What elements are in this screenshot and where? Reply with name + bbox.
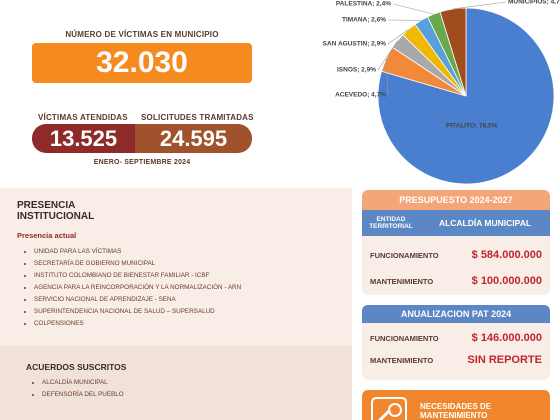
slice-label: TIMANA; 2,6% xyxy=(342,17,386,24)
pat-box: ANUALIZACION PAT 2024 FUNCIONAMIENTO $ 14… xyxy=(362,305,550,380)
row-amount: $ 146.000.000 xyxy=(471,332,542,344)
presence-subtitle: Presencia actual xyxy=(17,231,77,240)
list-item: SERVICIO NACIONAL DE APRENDIZAJE - SENA xyxy=(34,294,241,306)
needs-box: NECESIDADES DE MANTENIMIENTO xyxy=(362,390,550,420)
slice-label: ACEVEDO; 4,7% xyxy=(335,92,386,99)
victims-heading: NÚMERO DE VÍCTIMAS EN MUNICIPIO xyxy=(65,30,219,39)
entity-name: ALCALDÍA MUNICIPAL xyxy=(438,218,532,228)
list-item: AGENCIA PARA LA REINCORPORACIÓN Y LA NOR… xyxy=(34,282,241,294)
budget-title: PRESUPUESTO 2024-2027 xyxy=(362,190,550,210)
slice-label: MUNICIPIOS; 4,7% xyxy=(508,0,560,6)
slice-label: PITALITO; 78,5% xyxy=(446,123,498,130)
leader-line xyxy=(377,40,398,71)
slice-label: PALESTINA; 2,4% xyxy=(336,1,391,8)
needs-title: NECESIDADES DE MANTENIMIENTO xyxy=(420,402,492,420)
requests-label: SOLICITUDES TRAMITADAS xyxy=(141,113,254,122)
list-item: SUPERINTENDENCIA NACIONAL DE SALUD – SUP… xyxy=(34,306,241,318)
period: ENERO- SEPTIEMBRE 2024 xyxy=(93,159,191,166)
leader-line xyxy=(452,1,507,10)
budget-box: PRESUPUESTO 2024-2027 ENTIDAD TERRITORIA… xyxy=(362,190,550,295)
budget-rows: FUNCIONAMIENTO $ 584.000.000 MANTENIMIENTO… xyxy=(362,236,550,295)
budget-row: FUNCIONAMIENTO $ 146.000.000 xyxy=(370,327,542,349)
attended-label: VÍCTIMAS ATENDIDAS xyxy=(38,113,128,122)
presence-title: PRESENCIA INSTITUCIONAL xyxy=(17,200,95,222)
pie-chart: PITALITO; 78,5% ACEVEDO; 4,7% ISNOS; 2,9% S… xyxy=(323,0,560,185)
budget-row: MANTENIMIENTO SIN REPORTE xyxy=(370,349,542,371)
row-label: FUNCIONAMIENTO xyxy=(370,333,439,343)
list-item: COLPENSIONES xyxy=(34,318,241,330)
budget-row: MANTENIMIENTO $ 100.000.000 xyxy=(370,268,542,294)
list-item: SECRETARÍA DE GOBIERNO MUNICIPAL xyxy=(34,258,241,270)
leader-line xyxy=(392,3,434,15)
pat-title: ANUALIZACION PAT 2024 xyxy=(362,305,550,323)
list-item: INSTITUTO COLOMBIANO DE BIENESTAR FAMILI… xyxy=(34,270,241,282)
presence-list: UNIDAD PARA LAS VÍCTIMASSECRETARÍA DE GO… xyxy=(20,246,241,330)
agreements-title: ACUERDOS SUSCRITOS xyxy=(26,362,127,372)
list-item: ALCALDÍA MUNICIPAL xyxy=(42,377,124,389)
row-amount: SIN REPORTE xyxy=(467,354,542,366)
tools-icon xyxy=(371,397,407,420)
slice-label: ISNOS; 2,9% xyxy=(337,67,376,74)
row-amount: $ 584.000.000 xyxy=(471,249,542,261)
victims-total: 32.030 xyxy=(32,43,252,83)
slice-label: SAN AGUSTIN; 2,9% xyxy=(323,41,387,48)
row-label: MANTENIMIENTO xyxy=(370,355,434,365)
entity-label: ENTIDAD TERRITORIAL xyxy=(369,216,413,230)
leader-line xyxy=(385,58,389,96)
row-label: MANTENIMIENTO xyxy=(370,276,434,286)
agreements-list: ALCALDÍA MUNICIPALDEFENSORÍA DEL PUEBLO xyxy=(28,377,124,401)
list-item: UNIDAD PARA LAS VÍCTIMAS xyxy=(34,246,241,258)
list-item: DEFENSORÍA DEL PUEBLO xyxy=(42,389,124,401)
row-amount: $ 100.000.000 xyxy=(471,275,542,287)
leader-line xyxy=(387,29,409,45)
requests-value: 24.595 xyxy=(135,124,252,153)
pat-rows: FUNCIONAMIENTO $ 146.000.000 MANTENIMIENTO… xyxy=(362,323,550,375)
budget-row: FUNCIONAMIENTO $ 584.000.000 xyxy=(370,242,542,268)
budget-header: ENTIDAD TERRITORIAL ALCALDÍA MUNICIPAL xyxy=(362,210,550,236)
attended-value: 13.525 xyxy=(32,124,135,153)
agreements-panel xyxy=(0,346,352,420)
row-label: FUNCIONAMIENTO xyxy=(370,250,439,260)
